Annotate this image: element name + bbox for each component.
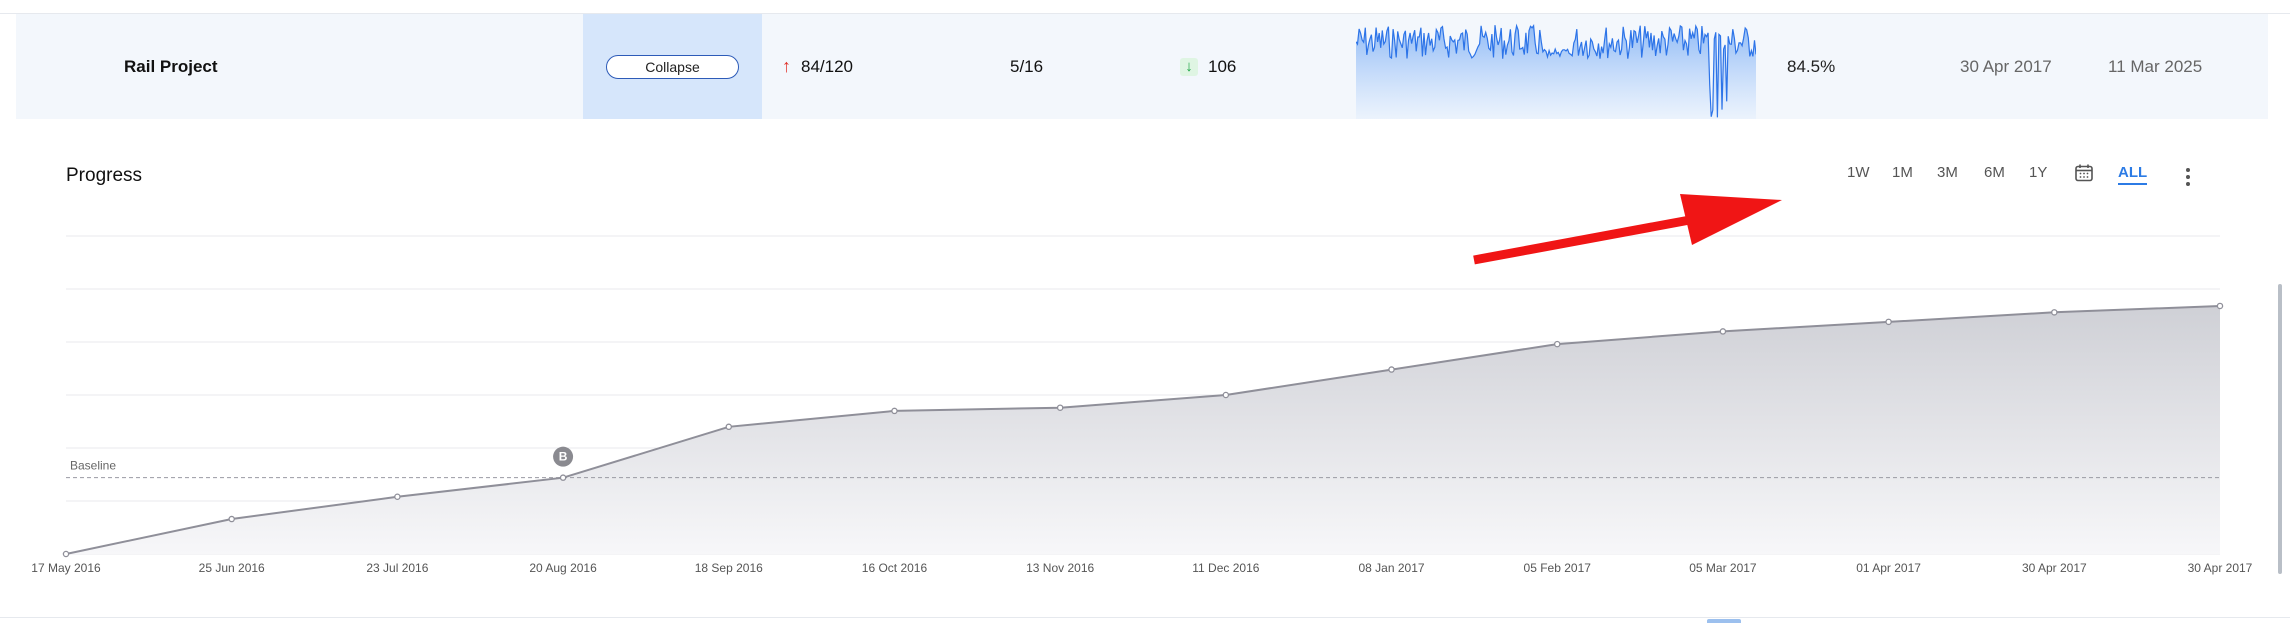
range-3m-button[interactable]: 3M <box>1937 164 1958 181</box>
chart-line <box>65 305 2221 555</box>
progress-chart-card: Progress 1W 1M 3M 6M 1Y ALL Baseline <box>0 130 2270 617</box>
x-tick-label: 20 Aug 2016 <box>529 561 597 575</box>
x-tick-label: 05 Feb 2017 <box>1524 561 1592 575</box>
baseline-marker: B <box>553 446 574 467</box>
data-point[interactable] <box>1056 404 1064 411</box>
bottom-indicator <box>1707 619 1741 623</box>
calendar-icon[interactable] <box>2074 163 2094 183</box>
data-point[interactable] <box>559 474 567 481</box>
data-point[interactable] <box>1388 366 1395 373</box>
progress-chart: Baseline B 17 May 2016 25 Jun 2016 23 Jul … <box>31 194 2253 575</box>
x-tick-label: 25 Jun 2016 <box>199 561 265 575</box>
x-tick-label: 11 Dec 2016 <box>1192 561 1259 575</box>
scrollbar[interactable] <box>2276 14 2284 574</box>
marker-circle <box>553 446 574 467</box>
project-row[interactable]: Rail Project Collapse ↑ 84/120 5/16 ↓ 10… <box>16 14 2268 119</box>
scrollbar-thumb[interactable] <box>2278 284 2282 574</box>
data-point[interactable] <box>725 423 733 431</box>
data-point[interactable] <box>2051 309 2058 316</box>
data-point[interactable] <box>1553 340 1561 348</box>
metric-ratio-value: 5/16 <box>1010 56 1044 76</box>
range-1m-button[interactable]: 1M <box>1892 164 1913 181</box>
x-tick-label: 23 Jul 2016 <box>366 561 428 575</box>
collapse-button[interactable]: Collapse <box>606 54 739 79</box>
x-tick-label: 08 Jan 2017 <box>1359 561 1425 575</box>
x-tick-label: 30 Apr 2017 <box>2188 561 2253 575</box>
range-selector: 1W 1M 3M 6M 1Y ALL <box>1840 164 2220 194</box>
data-point[interactable] <box>62 550 70 558</box>
percent-value: 84.5% <box>1787 56 1836 76</box>
sparkline-area <box>1356 25 1756 119</box>
annotation-arrow <box>1473 194 1782 265</box>
x-tick-label: 30 Apr 2017 <box>2022 561 2087 575</box>
collapse-cell: Collapse <box>583 14 762 119</box>
x-tick-label: 05 Mar 2017 <box>1689 561 1757 575</box>
chart-points <box>62 302 2224 558</box>
top-divider <box>0 13 2290 14</box>
metric-ratio: 5/16 <box>1010 14 1043 119</box>
data-point[interactable] <box>394 493 401 501</box>
data-point[interactable] <box>891 407 898 415</box>
range-all-button[interactable]: ALL <box>2118 164 2148 185</box>
data-point[interactable] <box>228 515 235 523</box>
sparkline-chart <box>1356 23 1756 119</box>
arrow-down-icon: ↓ <box>1180 57 1198 76</box>
range-1y-button[interactable]: 1Y <box>2029 164 2048 181</box>
start-date: 30 Apr 2017 <box>1960 56 2052 76</box>
marker-label: B <box>559 450 568 464</box>
data-point[interactable] <box>1719 328 1727 335</box>
x-tick-label: 01 Apr 2017 <box>1856 561 1921 575</box>
chart-area <box>66 306 2220 554</box>
x-tick-label: 17 May 2016 <box>31 561 101 575</box>
x-tick-label: 13 Nov 2016 <box>1026 561 1094 575</box>
range-6m-button[interactable]: 6M <box>1984 164 2005 181</box>
x-tick-label: 18 Sep 2016 <box>695 561 763 575</box>
metric-down-value: 106 <box>1208 56 1237 76</box>
baseline-label: Baseline <box>70 459 116 473</box>
data-point[interactable] <box>1222 391 1230 399</box>
end-date: 11 Mar 2025 <box>2108 56 2203 76</box>
more-vert-icon[interactable] <box>2186 168 2192 188</box>
metric-up: ↑ 84/120 <box>782 14 853 119</box>
project-title: Rail Project <box>124 56 218 76</box>
arrow-up-icon: ↑ <box>782 56 791 76</box>
x-tick-label: 16 Oct 2016 <box>862 561 928 575</box>
data-point[interactable] <box>1885 318 1892 326</box>
x-axis-ticks: 17 May 2016 25 Jun 2016 23 Jul 2016 20 Aug … <box>31 561 2252 575</box>
sparkline-line <box>1356 23 1756 118</box>
chart-title: Progress <box>66 165 143 186</box>
bottom-divider <box>0 617 2290 618</box>
range-1w-button[interactable]: 1W <box>1847 164 1870 181</box>
metric-up-value: 84/120 <box>801 56 853 76</box>
data-point[interactable] <box>2216 302 2224 310</box>
metric-down: ↓ 106 <box>1180 14 1236 119</box>
